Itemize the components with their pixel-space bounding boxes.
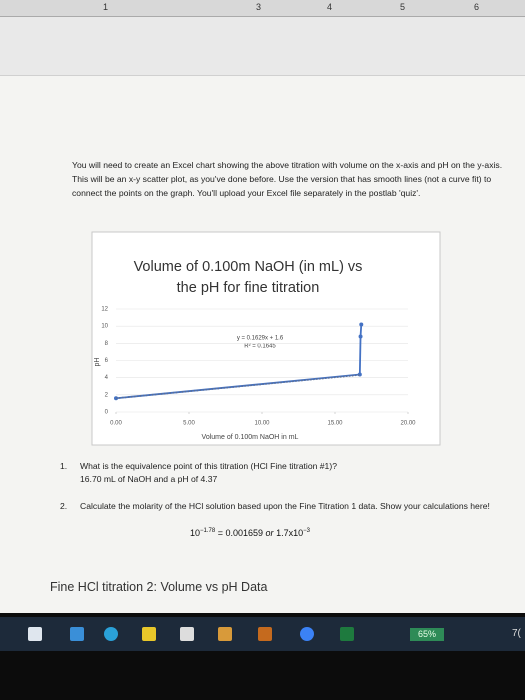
question-text: Calculate the molarity of the HCl soluti… [80, 501, 490, 511]
ruler-number: 1 [103, 2, 109, 12]
formula-part: or [265, 528, 274, 538]
section-heading: Fine HCl titration 2: Volume vs pH Data [50, 580, 268, 594]
ruler-number: 4 [327, 2, 333, 12]
taskbar-icon[interactable] [28, 627, 42, 641]
list-number: 1. [60, 461, 68, 471]
taskbar-icon[interactable] [300, 627, 314, 641]
formula-part: −1.78 [200, 528, 216, 534]
document-page [0, 17, 525, 613]
paragraph: You will need to create an Excel chart s… [72, 160, 503, 198]
ruler-number: 3 [256, 2, 262, 12]
formula: 10−1.78 = 0.001659 or 1.7x10−3 [190, 528, 310, 538]
taskbar-icon[interactable] [340, 627, 354, 641]
taskbar-icon[interactable] [104, 627, 118, 641]
list-number: 2. [60, 501, 68, 511]
ruler: 1 3 4 5 6 [0, 0, 525, 17]
battery: 65% [410, 628, 444, 641]
formula-part: 1.7x10 [276, 528, 304, 538]
question-answer: 16.70 mL of NaOH and a pH of 4.37 [80, 474, 218, 484]
question-prompt: What is the equivalence point of this ti… [80, 461, 337, 471]
ruler-number: 5 [400, 2, 406, 12]
formula-part: = 0.001659 [217, 528, 264, 538]
taskbar-icon[interactable] [142, 627, 156, 641]
taskbar-icon[interactable] [258, 627, 272, 641]
ruler-number: 6 [474, 2, 480, 12]
taskbar-icon[interactable] [218, 627, 232, 641]
taskbar-icon[interactable] [180, 627, 194, 641]
formula-part: −3 [303, 528, 310, 534]
clock: 7( [512, 628, 521, 639]
question-text: What is the equivalence point of this ti… [80, 460, 500, 486]
taskbar-icon[interactable] [70, 627, 84, 641]
formula-part: 10 [190, 528, 201, 538]
page-gap [0, 17, 525, 76]
taskbar: 65% 7( [0, 617, 525, 651]
